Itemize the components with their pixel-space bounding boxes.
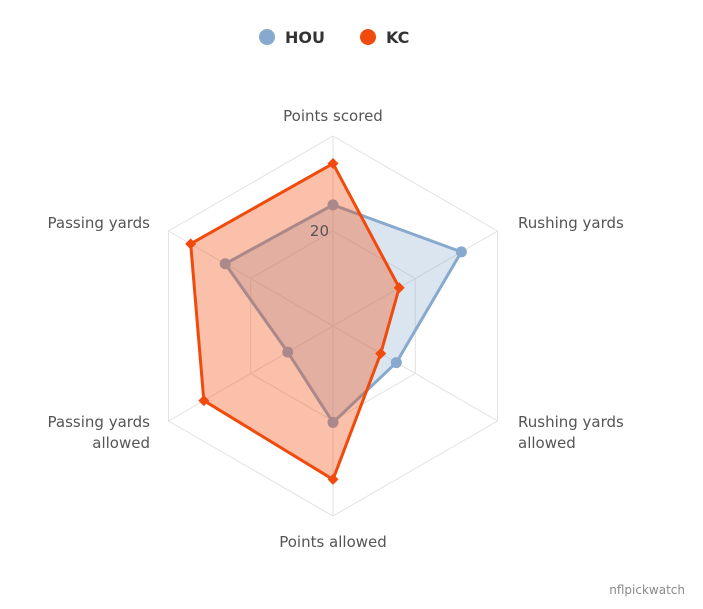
axis-label-3: Points allowed [279,533,387,551]
legend-marker-hou [259,29,275,45]
point-hou-1[interactable] [455,246,467,258]
point-kc-2[interactable] [375,348,387,360]
axis-label-4: Passing yards allowed [48,413,151,452]
axis-label-line: Passing yards [48,214,151,232]
credit-text[interactable]: nflpickwatch [609,583,685,597]
series-kc[interactable] [185,158,405,485]
axis-label-2: Rushing yards allowed [518,413,624,452]
point-kc-5[interactable] [185,238,197,250]
series-layer [185,158,467,485]
axis-line-4 [168,325,334,422]
axis-labels: Points scored Rushing yards Rushing yards a… [48,107,625,551]
axis-label-line: Passing yards [48,413,151,431]
legend-item-kc[interactable]: KC [360,28,409,47]
axis-line-2 [332,325,498,422]
point-kc-3[interactable] [327,473,339,485]
point-hou-4[interactable] [282,346,294,358]
legend-item-hou[interactable]: HOU [259,28,325,47]
axis-line-1 [332,230,498,327]
series-area-hou [225,204,462,423]
legend: HOU KC [259,28,409,47]
legend-marker-kc [360,29,376,45]
axis-label-line: allowed [518,434,576,452]
axis-label-line: Rushing yards [518,214,624,232]
axis-label-line: Rushing yards [518,413,624,431]
point-hou-0[interactable] [327,199,339,211]
point-kc-4[interactable] [198,395,210,407]
point-hou-3[interactable] [327,416,339,428]
axis-line-5 [168,230,334,327]
tick-label-20: 20 [310,222,329,240]
series-area-kc [190,163,400,480]
point-hou-5[interactable] [219,258,231,270]
axis-label-line: Points scored [283,107,383,125]
axis-label-line: Points allowed [279,533,387,551]
point-kc-1[interactable] [393,282,405,294]
point-hou-2[interactable] [390,357,402,369]
axis-label-1: Rushing yards [518,214,624,232]
series-hou[interactable] [219,199,467,428]
axis-label-5: Passing yards [48,214,151,232]
point-kc-0[interactable] [327,158,339,170]
axis-label-0: Points scored [283,107,383,125]
legend-label-kc: KC [386,28,409,47]
legend-label-hou: HOU [285,28,325,47]
axis-label-line: allowed [92,434,150,452]
